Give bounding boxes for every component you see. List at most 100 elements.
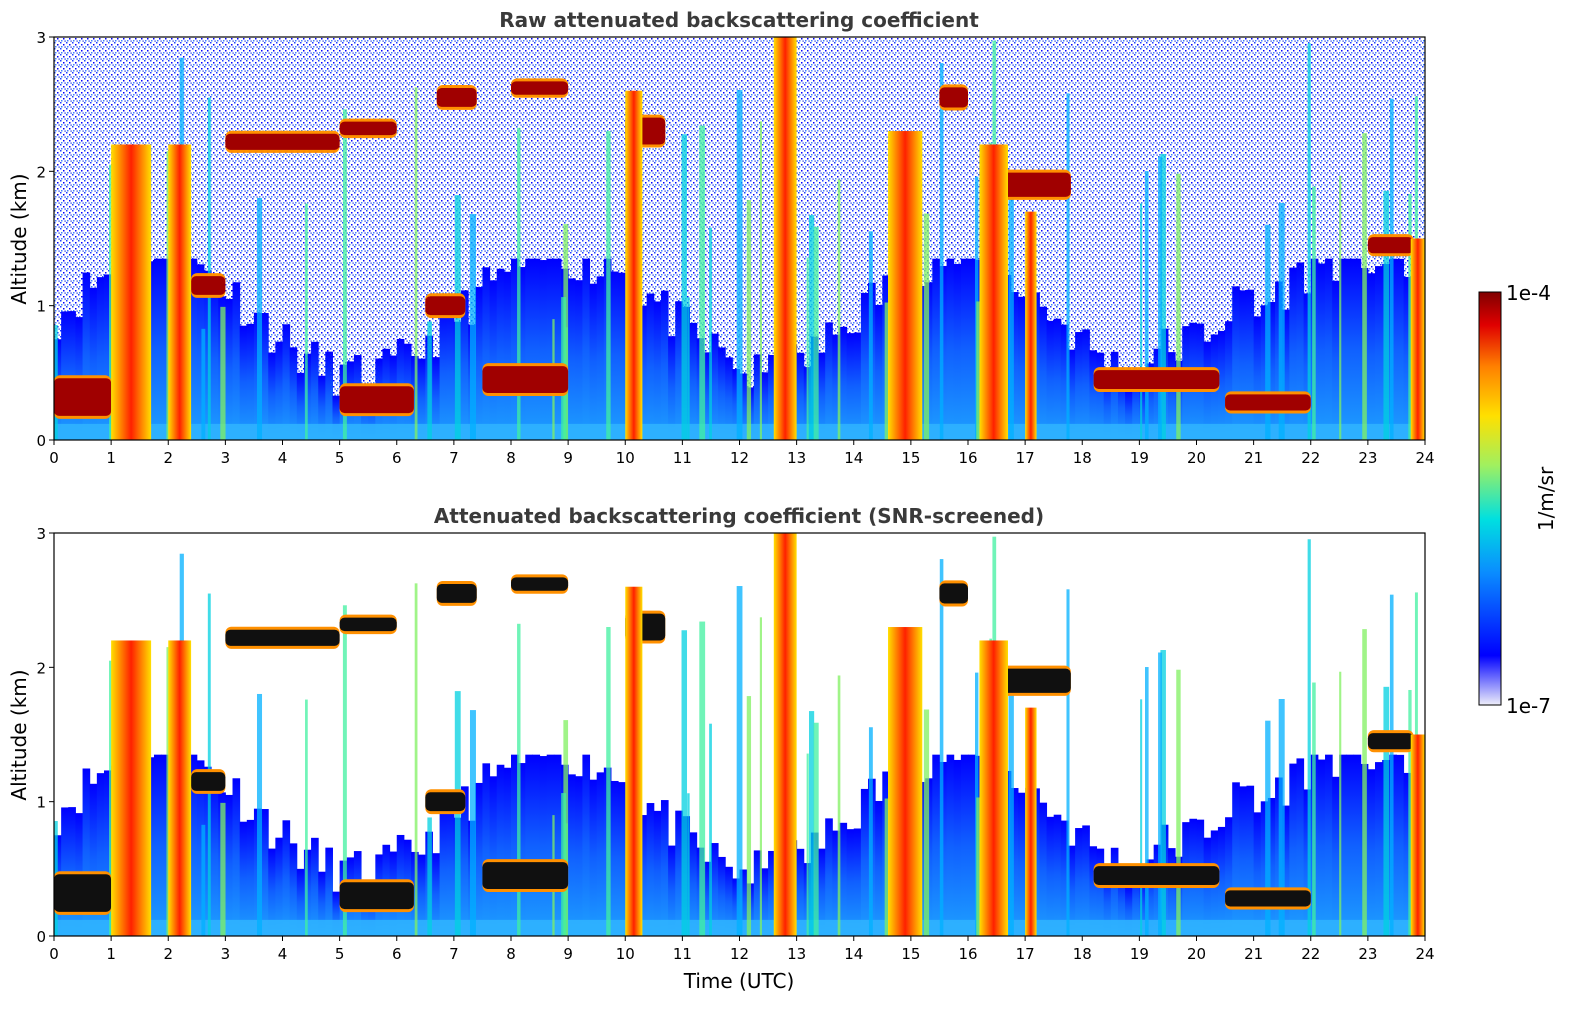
boundary-layer-cell bbox=[1339, 258, 1347, 440]
boundary-layer-cell bbox=[1339, 754, 1347, 936]
cloud-streak bbox=[736, 586, 743, 936]
boundary-layer-cell bbox=[153, 258, 162, 440]
boundary-layer-cell bbox=[832, 830, 840, 936]
cloud-streak bbox=[1383, 686, 1390, 936]
boundary-layer-cell bbox=[1103, 869, 1112, 936]
x-tick-label: 8 bbox=[506, 945, 516, 963]
cloud-streak bbox=[1140, 203, 1143, 440]
boundary-layer-cell bbox=[232, 778, 241, 936]
boundary-layer-cell bbox=[1060, 324, 1069, 440]
boundary-layer-cell bbox=[732, 878, 740, 936]
cloud-layer bbox=[425, 296, 466, 316]
dense-column bbox=[111, 144, 152, 440]
boundary-layer-cell bbox=[568, 278, 576, 440]
boundary-layer-cell bbox=[1396, 754, 1405, 936]
boundary-layer-cell bbox=[275, 341, 283, 440]
boundary-layer-cell bbox=[596, 772, 605, 936]
boundary-layer-cell bbox=[1139, 876, 1148, 936]
x-tick-label: 0 bbox=[49, 945, 59, 963]
x-tick-label: 24 bbox=[1415, 945, 1434, 963]
colorbar-min-label: 1e-7 bbox=[1506, 694, 1551, 718]
boundary-layer-cell bbox=[1067, 349, 1076, 440]
boundary-layer-cell bbox=[968, 258, 976, 440]
boundary-layer-cell bbox=[153, 754, 162, 936]
boundary-layer-cell bbox=[532, 258, 541, 440]
boundary-layer-cell bbox=[1132, 866, 1140, 936]
boundary-layer-cell bbox=[275, 837, 283, 936]
cloud-streak bbox=[207, 97, 211, 440]
cloud-streak bbox=[1066, 589, 1070, 936]
cloud-streak bbox=[923, 213, 930, 440]
x-tick-label: 1 bbox=[106, 449, 116, 467]
boundary-layer-cell bbox=[846, 333, 855, 440]
boundary-layer-cell bbox=[96, 277, 105, 440]
cloud-streak bbox=[1362, 629, 1367, 936]
boundary-layer-cell bbox=[725, 866, 733, 936]
boundary-layer-cell bbox=[1303, 293, 1312, 440]
x-tick-label: 21 bbox=[1244, 945, 1263, 963]
boundary-layer-cell bbox=[546, 754, 555, 936]
x-tick-label: 14 bbox=[844, 449, 863, 467]
boundary-layer-cell bbox=[1232, 286, 1240, 440]
cloud-streak bbox=[1145, 171, 1149, 440]
cloud-streak bbox=[256, 693, 263, 936]
cloud-streak bbox=[813, 226, 819, 440]
cloud-streak bbox=[606, 627, 611, 936]
cloud-streak bbox=[806, 753, 809, 936]
x-tick-label: 17 bbox=[1016, 449, 1035, 467]
x-tick-label: 23 bbox=[1358, 449, 1377, 467]
boundary-layer-cell bbox=[1403, 276, 1412, 440]
x-tick-label: 19 bbox=[1130, 945, 1149, 963]
cloud-streak bbox=[1160, 154, 1166, 440]
boundary-layer-cell bbox=[832, 334, 840, 440]
boundary-layer-cell bbox=[718, 856, 726, 936]
boundary-layer-cell bbox=[1053, 814, 1062, 936]
boundary-layer-cell bbox=[760, 372, 769, 440]
top-chart-title: Raw attenuated backscattering coefficien… bbox=[499, 8, 979, 32]
boundary-layer-cell bbox=[1346, 754, 1355, 936]
boundary-layer-cell bbox=[610, 780, 619, 936]
boundary-layer-cell bbox=[853, 332, 862, 440]
boundary-layer-cell bbox=[953, 263, 962, 440]
boundary-layer-cell bbox=[496, 268, 505, 440]
boundary-layer-cell bbox=[839, 326, 848, 440]
cloud-streak bbox=[681, 134, 688, 440]
cloud-streak bbox=[1176, 173, 1181, 440]
cloud-streak bbox=[201, 328, 206, 440]
boundary-layer-cell bbox=[296, 372, 305, 440]
cloud-streak bbox=[939, 63, 944, 441]
x-tick-label: 5 bbox=[335, 449, 345, 467]
dense-column bbox=[625, 586, 643, 936]
y-tick-label: 1 bbox=[36, 298, 46, 316]
boundary-layer-cell bbox=[703, 861, 712, 936]
boundary-layer-cell bbox=[1253, 316, 1262, 440]
boundary-layer-cell bbox=[1046, 320, 1055, 440]
boundary-layer-cell bbox=[325, 847, 333, 936]
boundary-layer-cell bbox=[1017, 296, 1026, 440]
boundary-layer-cell bbox=[1303, 789, 1312, 936]
boundary-layer-cell bbox=[739, 373, 748, 440]
cloud-layer bbox=[511, 81, 569, 95]
cloud-layer bbox=[1225, 394, 1311, 411]
cloud-streak bbox=[1389, 594, 1394, 936]
cloud-streak bbox=[837, 675, 841, 936]
boundary-layer-cell bbox=[525, 258, 533, 440]
boundary-layer-cell bbox=[968, 754, 976, 936]
dense-column bbox=[888, 131, 923, 441]
boundary-layer-cell bbox=[1146, 859, 1155, 936]
boundary-layer-cell bbox=[1110, 351, 1119, 440]
boundary-layer-cell bbox=[1089, 350, 1098, 440]
boundary-layer-cell bbox=[96, 773, 105, 936]
x-tick-label: 22 bbox=[1301, 945, 1320, 963]
boundary-layer-cell bbox=[1282, 309, 1290, 440]
x-tick-label: 3 bbox=[221, 945, 231, 963]
cloud-streak bbox=[1008, 179, 1014, 440]
boundary-layer-cell bbox=[1332, 776, 1340, 936]
boundary-layer-cell bbox=[660, 290, 669, 440]
boundary-layer-cell bbox=[946, 258, 955, 440]
boundary-layer-cell bbox=[1046, 816, 1055, 936]
boundary-layer-cell bbox=[653, 810, 662, 936]
boundary-layer-cell bbox=[1217, 826, 1226, 936]
bottom-chart-title: Attenuated backscattering coefficient (S… bbox=[434, 504, 1044, 528]
boundary-layer-cell bbox=[1367, 273, 1376, 440]
